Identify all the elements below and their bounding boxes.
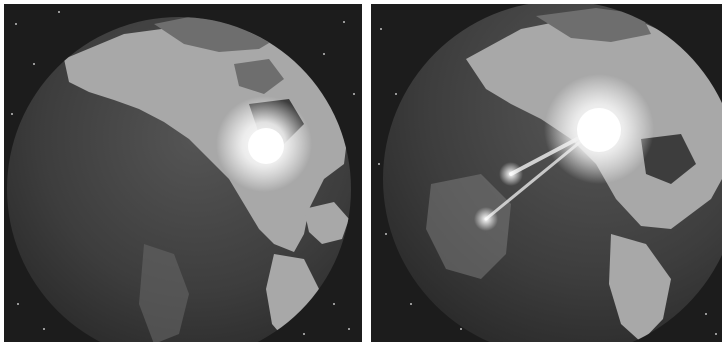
earth-panel-right xyxy=(371,4,722,342)
glow-core xyxy=(248,128,284,164)
earth-panel-left xyxy=(4,4,362,342)
beam-target-upper xyxy=(499,162,523,186)
earth-illustration-right xyxy=(378,4,722,342)
beam-target-lower xyxy=(474,207,498,231)
glow-core xyxy=(577,108,621,152)
earth-illustration-left xyxy=(7,11,355,342)
